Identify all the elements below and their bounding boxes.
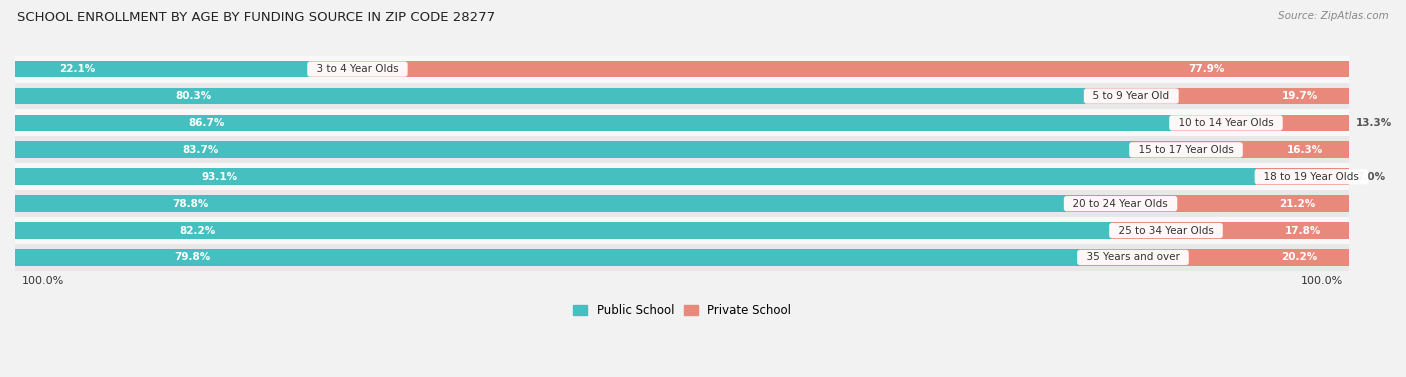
Bar bbox=[15, 163, 1350, 190]
Bar bbox=[309, 61, 1350, 77]
Bar bbox=[15, 61, 309, 77]
Bar bbox=[1171, 115, 1350, 131]
Text: 22.1%: 22.1% bbox=[59, 64, 96, 74]
Bar bbox=[15, 244, 1350, 271]
Text: 80.3%: 80.3% bbox=[176, 91, 212, 101]
Bar bbox=[15, 190, 1350, 217]
Text: 35 Years and over: 35 Years and over bbox=[1080, 253, 1187, 262]
Text: 78.8%: 78.8% bbox=[173, 199, 209, 208]
Legend: Public School, Private School: Public School, Private School bbox=[568, 300, 796, 322]
Text: 5 to 9 Year Old: 5 to 9 Year Old bbox=[1087, 91, 1175, 101]
Bar bbox=[15, 222, 1112, 239]
Text: 100.0%: 100.0% bbox=[1301, 276, 1343, 286]
Bar bbox=[1132, 141, 1350, 158]
Bar bbox=[1080, 249, 1350, 266]
Text: 13.3%: 13.3% bbox=[1355, 118, 1392, 128]
Text: 100.0%: 100.0% bbox=[21, 276, 63, 286]
Bar bbox=[15, 141, 1132, 158]
Text: 25 to 34 Year Olds: 25 to 34 Year Olds bbox=[1112, 225, 1220, 236]
Text: 77.9%: 77.9% bbox=[1188, 64, 1225, 74]
Text: 10 to 14 Year Olds: 10 to 14 Year Olds bbox=[1171, 118, 1279, 128]
Text: 83.7%: 83.7% bbox=[183, 145, 219, 155]
Bar bbox=[1112, 222, 1350, 239]
Text: 15 to 17 Year Olds: 15 to 17 Year Olds bbox=[1132, 145, 1240, 155]
Text: 17.8%: 17.8% bbox=[1285, 225, 1320, 236]
Bar bbox=[15, 136, 1350, 163]
Bar bbox=[15, 56, 1350, 83]
Text: 7.0%: 7.0% bbox=[1355, 172, 1385, 182]
Bar bbox=[1256, 169, 1350, 185]
Text: Source: ZipAtlas.com: Source: ZipAtlas.com bbox=[1278, 11, 1389, 21]
Bar bbox=[15, 249, 1080, 266]
Bar bbox=[15, 169, 1257, 185]
Text: 86.7%: 86.7% bbox=[188, 118, 225, 128]
Bar bbox=[1087, 88, 1350, 104]
Bar bbox=[15, 217, 1350, 244]
Bar bbox=[15, 88, 1087, 104]
Text: 79.8%: 79.8% bbox=[174, 253, 211, 262]
Bar bbox=[1066, 195, 1350, 212]
Text: 93.1%: 93.1% bbox=[201, 172, 238, 182]
Bar bbox=[15, 115, 1171, 131]
Text: 21.2%: 21.2% bbox=[1279, 199, 1316, 208]
Text: 3 to 4 Year Olds: 3 to 4 Year Olds bbox=[309, 64, 405, 74]
Text: 20.2%: 20.2% bbox=[1281, 253, 1317, 262]
Bar bbox=[15, 109, 1350, 136]
Text: 20 to 24 Year Olds: 20 to 24 Year Olds bbox=[1066, 199, 1174, 208]
Bar bbox=[15, 195, 1066, 212]
Text: 18 to 19 Year Olds: 18 to 19 Year Olds bbox=[1257, 172, 1365, 182]
Text: 82.2%: 82.2% bbox=[180, 225, 215, 236]
Text: 19.7%: 19.7% bbox=[1281, 91, 1317, 101]
Text: 16.3%: 16.3% bbox=[1286, 145, 1323, 155]
Bar bbox=[15, 83, 1350, 109]
Text: SCHOOL ENROLLMENT BY AGE BY FUNDING SOURCE IN ZIP CODE 28277: SCHOOL ENROLLMENT BY AGE BY FUNDING SOUR… bbox=[17, 11, 495, 24]
